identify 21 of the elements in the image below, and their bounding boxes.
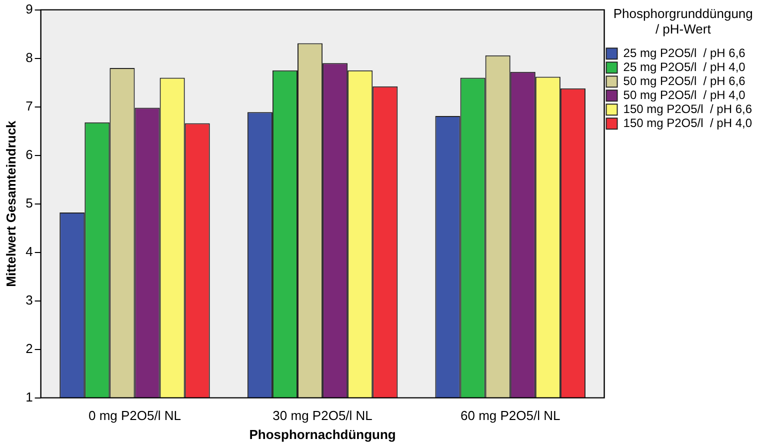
legend-label: 150 mg P2O5/l / pH 4,0 — [623, 116, 752, 130]
y-tick-label: 3 — [26, 292, 33, 308]
legend-label: 25 mg P2O5/l / pH 4,0 — [623, 60, 746, 74]
x-axis-title: Phosphornachdüngung — [249, 426, 396, 442]
y-tick-label: 8 — [26, 50, 33, 65]
legend-label: 150 mg P2O5/l / pH 6,6 — [623, 102, 752, 116]
legend-title: Phosphorgrunddüngung / pH-Wert — [613, 6, 753, 37]
legend-label: 50 mg P2O5/l / pH 4,0 — [623, 88, 746, 102]
y-tick-label: 6 — [26, 146, 33, 162]
legend-label: 50 mg P2O5/l / pH 6,6 — [623, 74, 746, 88]
y-tick-label: 1 — [26, 389, 33, 404]
y-axis-title: Mittelwert Gesamteindruck — [3, 120, 18, 287]
y-tick-label: 2 — [26, 340, 33, 356]
y-tick-label: 4 — [26, 244, 33, 259]
x-tick-label: 60 mg P2O5/l NL — [460, 408, 560, 424]
y-tick-label: 5 — [26, 195, 33, 210]
y-tick-label: 9 — [26, 1, 33, 16]
x-tick-label: 0 mg P2O5/l NL — [88, 408, 181, 424]
x-tick-label: 30 mg P2O5/l NL — [272, 408, 372, 424]
legend-label: 25 mg P2O5/l / pH 6,6 — [623, 46, 746, 60]
y-tick-label: 7 — [26, 98, 33, 114]
